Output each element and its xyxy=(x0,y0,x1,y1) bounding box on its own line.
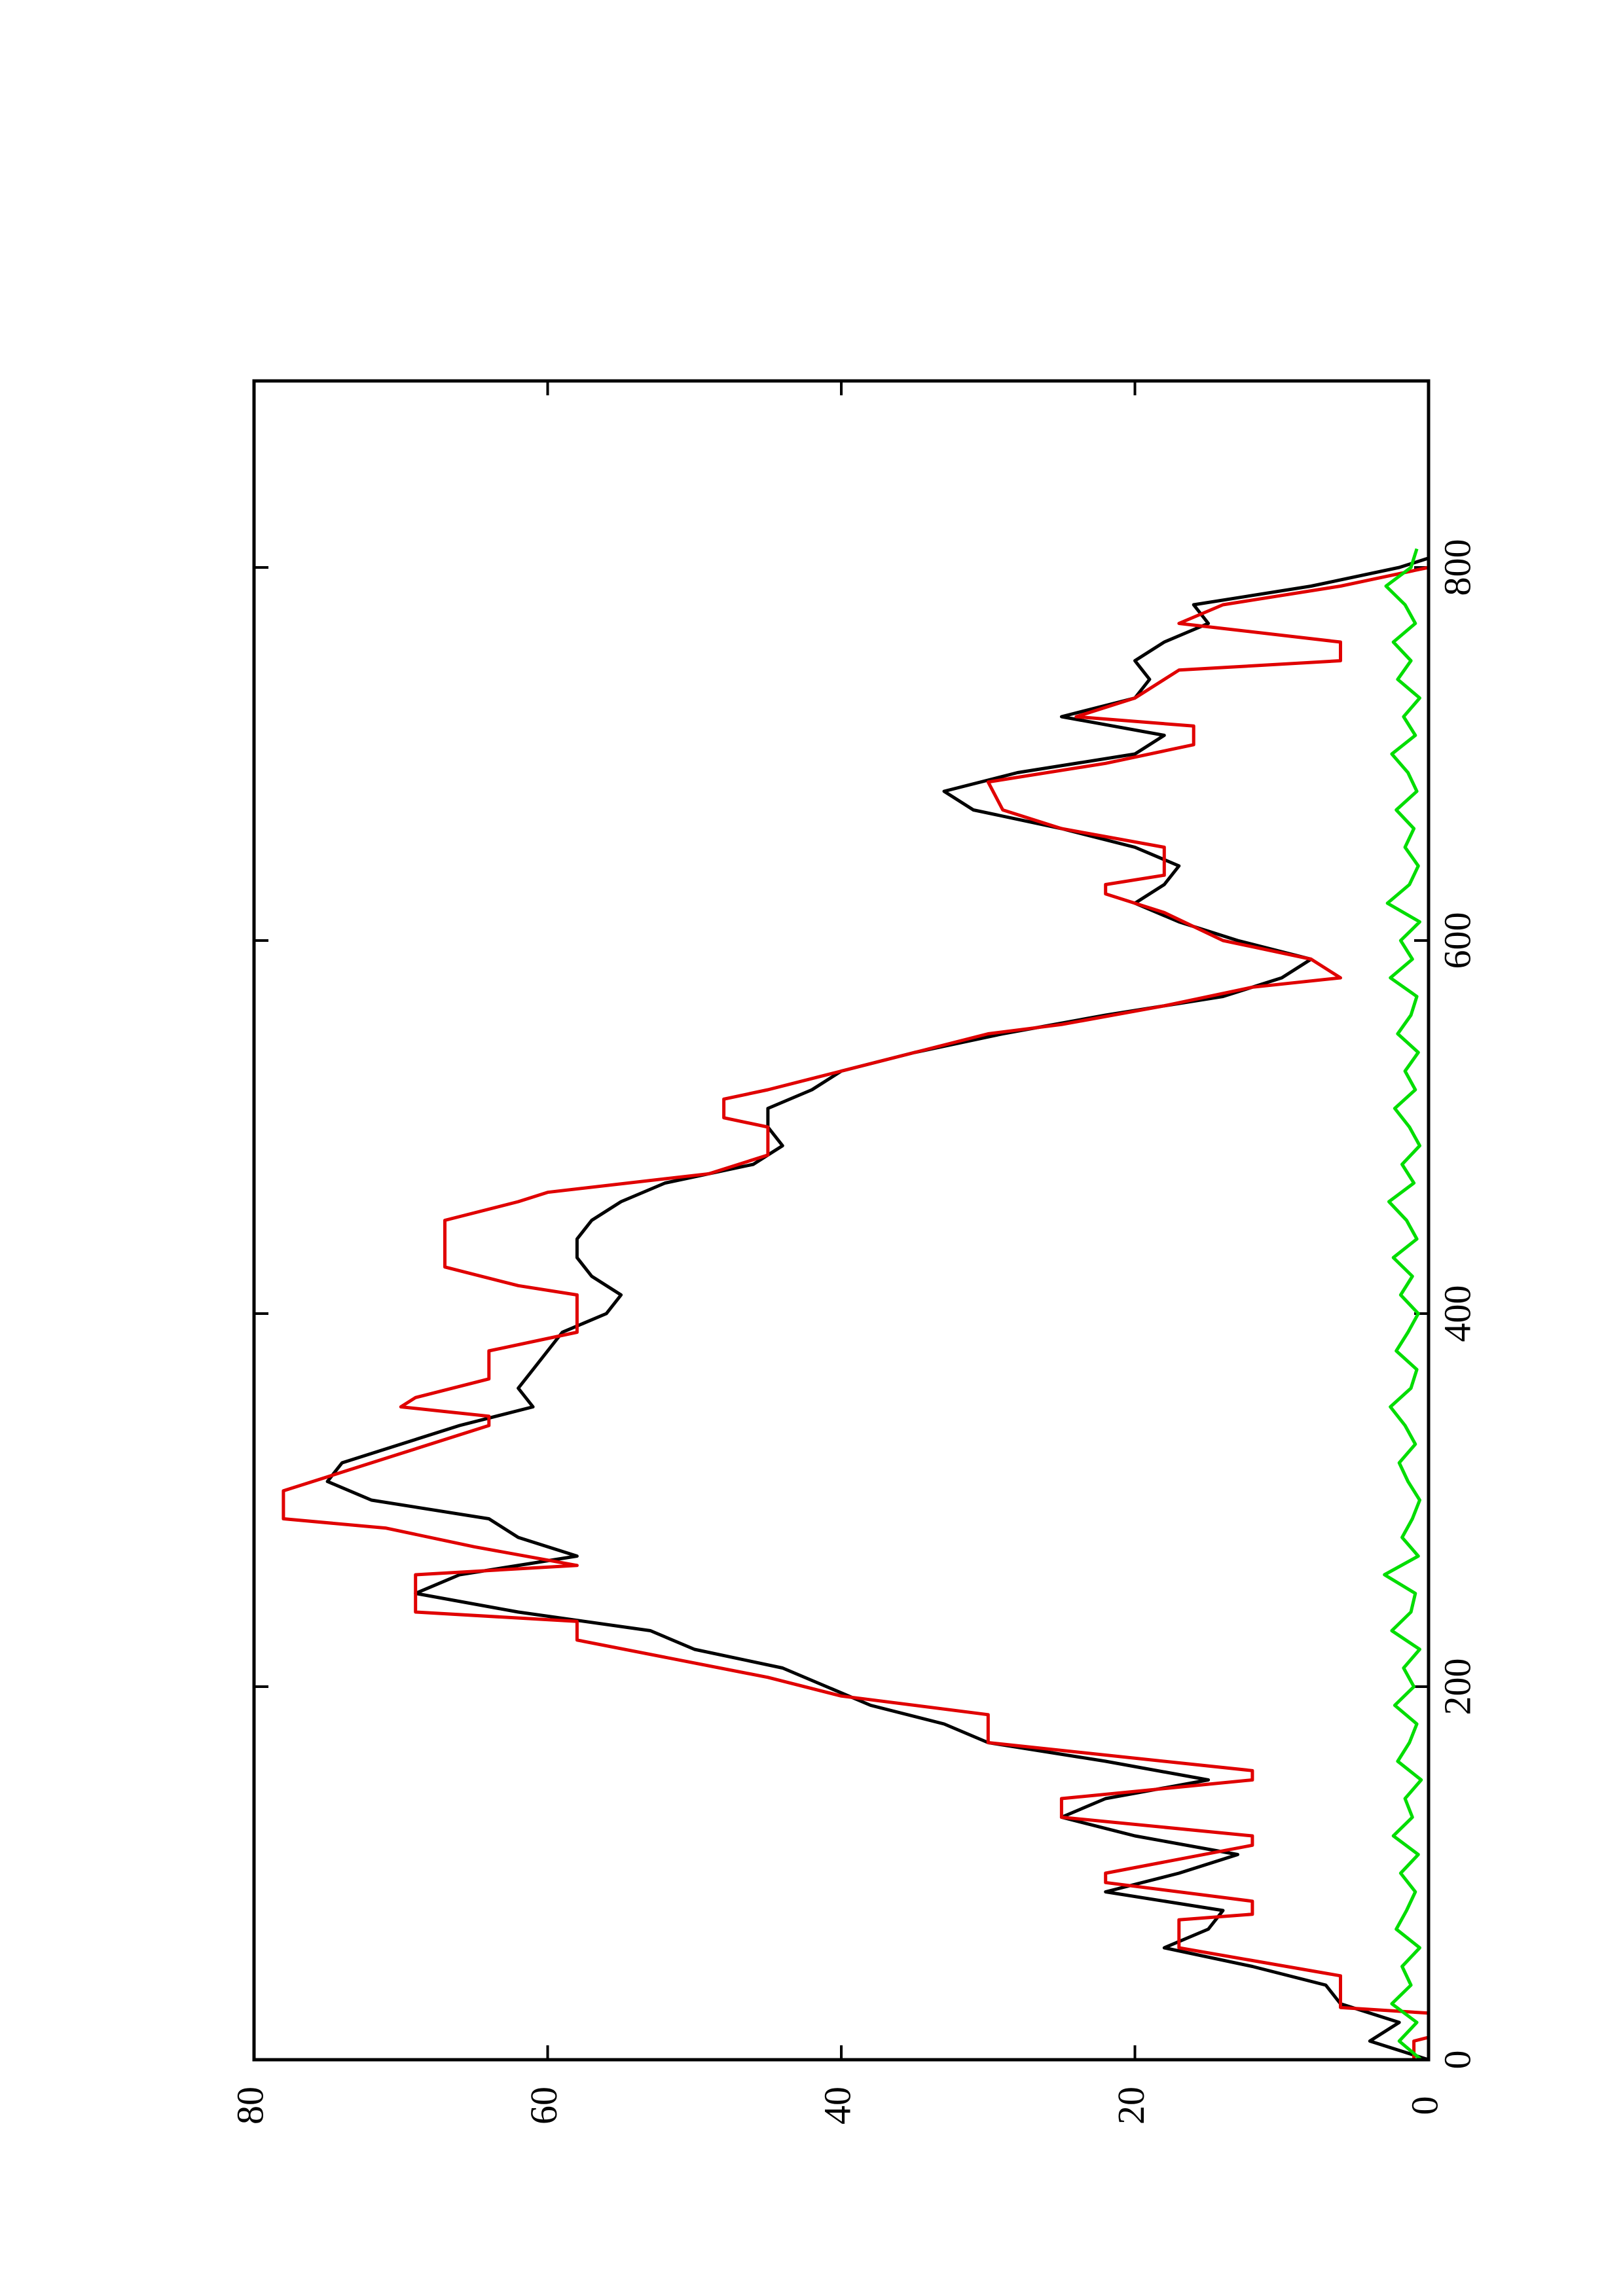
y-tick-label: 20 xyxy=(1110,2087,1152,2125)
y-tick-label: 60 xyxy=(522,2087,565,2125)
data-line xyxy=(1383,548,1423,2061)
x-tick-label: 400 xyxy=(1436,1285,1478,1342)
data-line xyxy=(282,558,1431,2060)
data-line xyxy=(325,556,1429,2062)
y-tick-label: 0 xyxy=(1403,2096,1446,2115)
plot-frame xyxy=(252,379,1431,2062)
x-tick-label: 600 xyxy=(1436,912,1478,969)
x-tick-label: 800 xyxy=(1436,539,1478,596)
x-tick-label: 0 xyxy=(1436,2051,1478,2070)
y-tick-label: 80 xyxy=(228,2087,271,2125)
y-tick-label: 40 xyxy=(816,2087,858,2125)
x-tick-label: 200 xyxy=(1436,1659,1478,1715)
